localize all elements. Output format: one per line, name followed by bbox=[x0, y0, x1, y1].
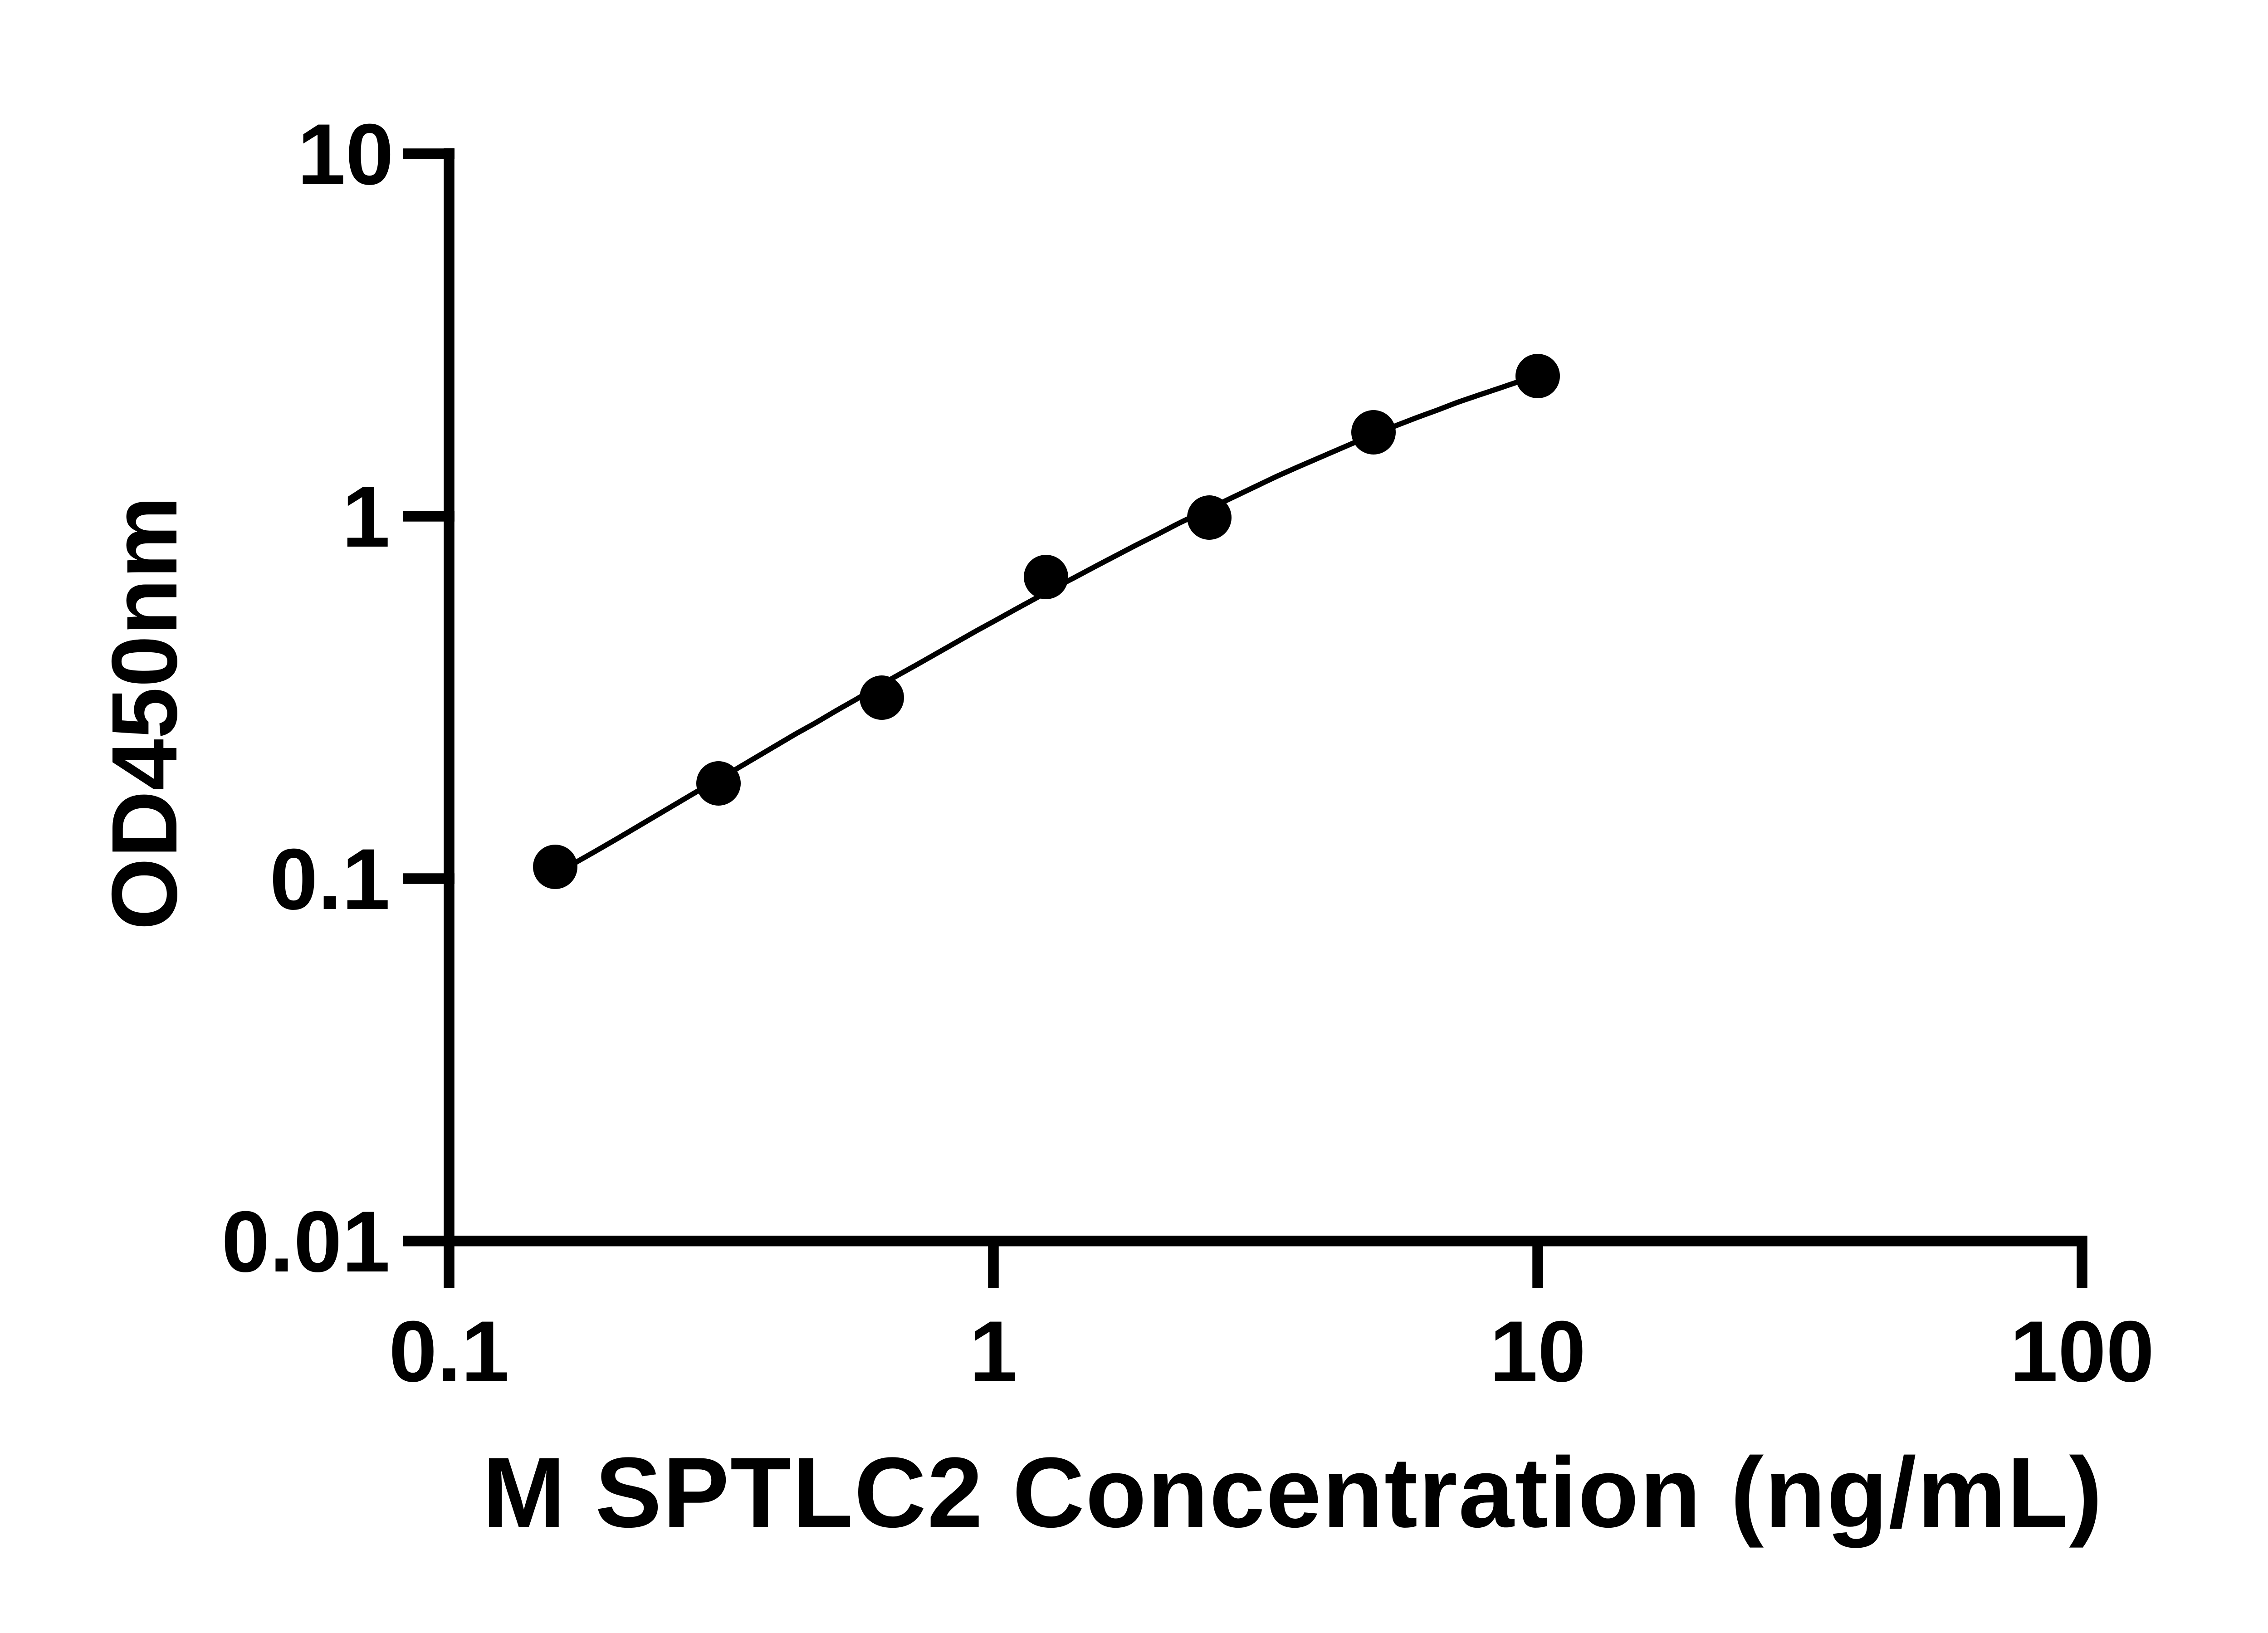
svg-text:1: 1 bbox=[969, 1303, 1017, 1400]
svg-text:1: 1 bbox=[342, 469, 390, 565]
svg-text:0.1: 0.1 bbox=[389, 1303, 509, 1400]
svg-text:0.1: 0.1 bbox=[269, 831, 390, 928]
svg-text:M SPTLC2 Concentration (ng/mL): M SPTLC2 Concentration (ng/mL) bbox=[482, 1437, 2103, 1548]
svg-text:100: 100 bbox=[2010, 1303, 2155, 1400]
svg-text:10: 10 bbox=[298, 106, 394, 203]
svg-text:0.01: 0.01 bbox=[221, 1193, 390, 1290]
svg-text:10: 10 bbox=[1490, 1303, 1586, 1400]
svg-text:OD450nm: OD450nm bbox=[93, 496, 196, 930]
